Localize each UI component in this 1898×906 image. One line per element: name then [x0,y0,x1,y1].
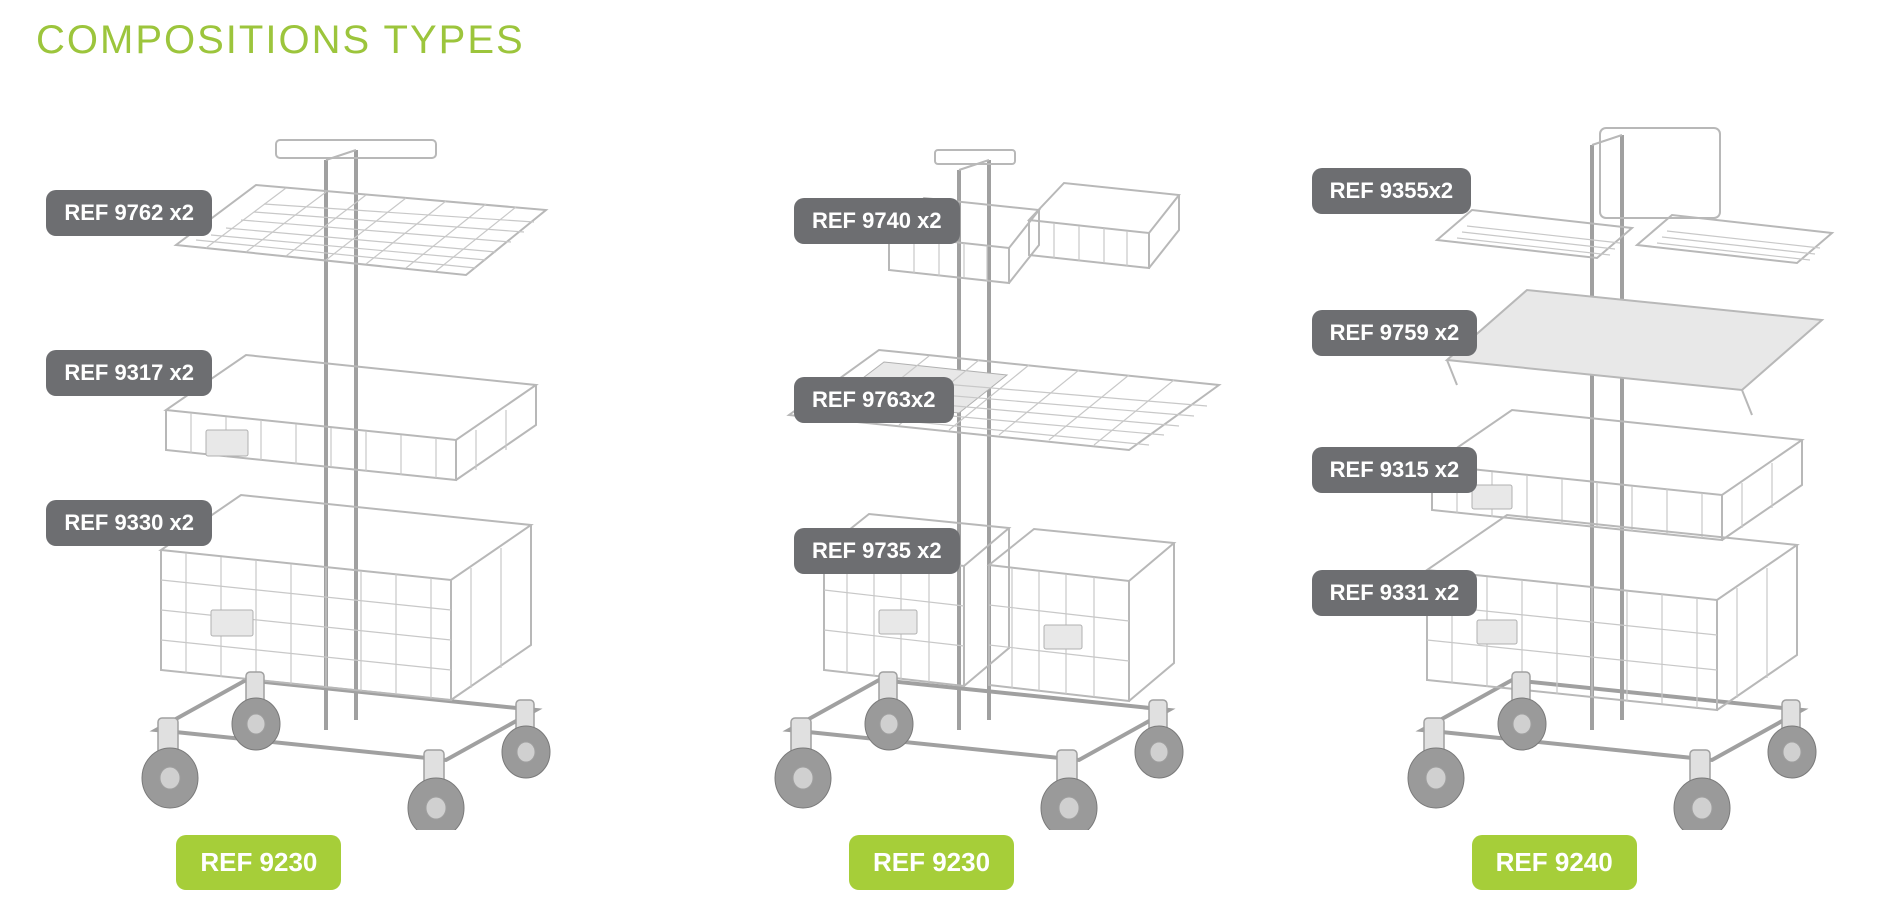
ref-tag-1-1: REF 9317 x2 [46,350,212,396]
ref-tag-3-3: REF 9331 x2 [1312,570,1478,616]
composition-2: REF 9740 x2 REF 9763x2 REF 9735 x2 REF 9… [669,110,1229,890]
ref-tag-3-2: REF 9315 x2 [1312,447,1478,493]
main-ref-2: REF 9230 [849,835,1014,890]
compositions-row: REF 9762 x2 REF 9317 x2 REF 9330 x2 REF … [0,110,1898,906]
page-title: COMPOSITIONS TYPES [36,18,525,63]
ref-tag-2-0: REF 9740 x2 [794,198,960,244]
ref-tag-3-0: REF 9355x2 [1312,168,1472,214]
main-ref-3: REF 9240 [1472,835,1637,890]
ref-tag-2-1: REF 9763x2 [794,377,954,423]
ref-tag-1-2: REF 9330 x2 [46,500,212,546]
main-ref-1: REF 9230 [176,835,341,890]
ref-tag-1-0: REF 9762 x2 [46,190,212,236]
ref-tag-2-2: REF 9735 x2 [794,528,960,574]
ref-tag-3-1: REF 9759 x2 [1312,310,1478,356]
composition-1: REF 9762 x2 REF 9317 x2 REF 9330 x2 REF … [36,110,596,890]
composition-3: REF 9355x2 REF 9759 x2 REF 9315 x2 REF 9… [1302,110,1862,890]
